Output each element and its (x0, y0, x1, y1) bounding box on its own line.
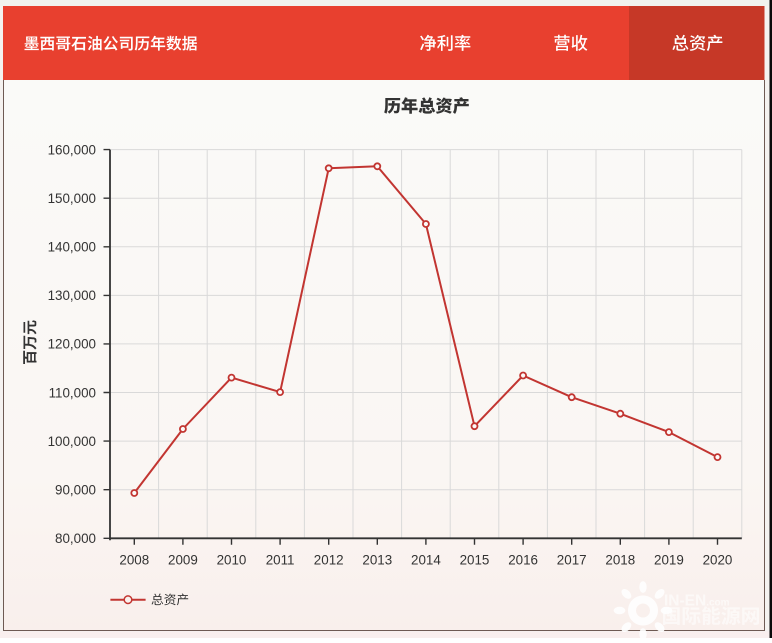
svg-text:2011: 2011 (266, 553, 295, 568)
svg-text:2014: 2014 (411, 553, 441, 568)
svg-text:130,000: 130,000 (48, 288, 96, 303)
svg-text:120,000: 120,000 (48, 337, 96, 352)
svg-text:2013: 2013 (362, 553, 392, 568)
svg-text:90,000: 90,000 (55, 483, 96, 498)
svg-text:2020: 2020 (703, 553, 733, 568)
svg-text:2008: 2008 (119, 553, 149, 568)
svg-text:2016: 2016 (508, 553, 538, 568)
svg-text:110,000: 110,000 (49, 385, 96, 400)
svg-text:2009: 2009 (168, 553, 198, 568)
svg-text:2019: 2019 (654, 553, 684, 568)
svg-text:100,000: 100,000 (48, 434, 96, 449)
svg-text:150,000: 150,000 (48, 191, 96, 206)
svg-text:2015: 2015 (460, 553, 490, 568)
svg-text:2012: 2012 (314, 553, 344, 568)
svg-text:160,000: 160,000 (48, 142, 96, 157)
svg-text:2010: 2010 (217, 553, 247, 568)
svg-text:80,000: 80,000 (55, 531, 96, 546)
svg-text:2017: 2017 (557, 553, 587, 568)
svg-text:140,000: 140,000 (48, 240, 96, 255)
svg-text:2018: 2018 (605, 553, 635, 568)
